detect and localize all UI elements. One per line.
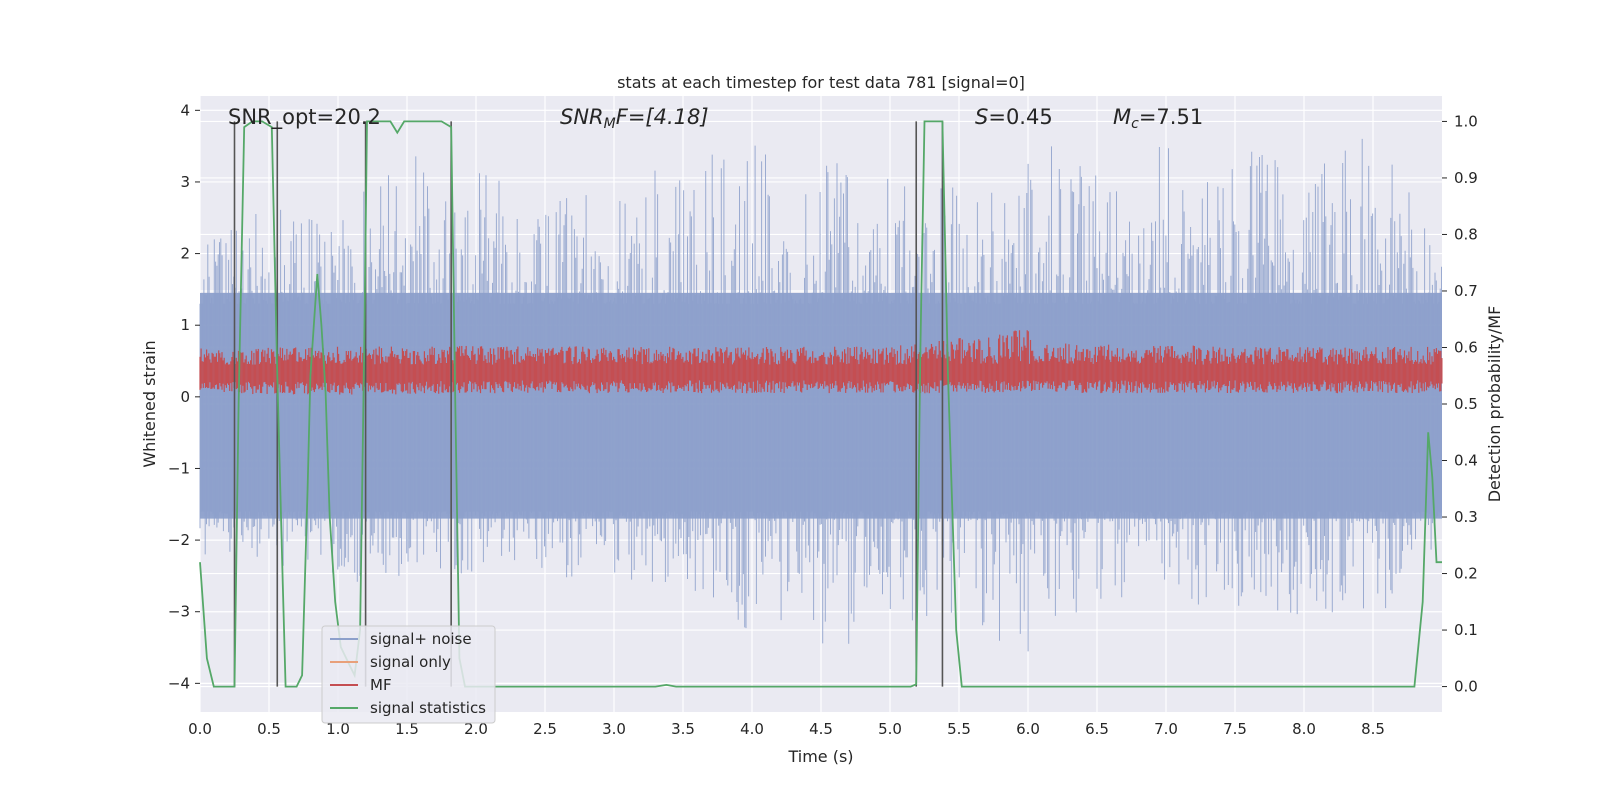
x-tick-label: 4.0 [740, 720, 764, 738]
y2-tick-label: 0.3 [1454, 508, 1478, 526]
x-tick-label: 2.0 [464, 720, 488, 738]
y-ticks: −4 −3 −2 −1 0 1 2 3 4 [168, 101, 200, 692]
x-ticks: 0.0 0.5 1.0 1.5 2.0 2.5 3.0 3.5 4.0 4.5 5.0 5.5 6.0 6… [188, 720, 1385, 738]
x-tick-label: 2.5 [533, 720, 557, 738]
y-axis-label: Whitened strain [140, 340, 159, 467]
y-tick-label: −1 [168, 459, 190, 477]
y2-tick-label: 0.0 [1454, 678, 1478, 696]
s-annotation: S=0.45 [975, 105, 1053, 129]
y2-tick-label: 0.8 [1454, 225, 1478, 243]
x-tick-label: 0.5 [257, 720, 281, 738]
y-tick-label: −2 [168, 531, 190, 549]
y2-axis-label: Detection probability/MF [1485, 306, 1504, 503]
y2-tick-label: 0.5 [1454, 395, 1478, 413]
mc-value: =7.51 [1139, 105, 1203, 129]
x-tick-label: 8.5 [1361, 720, 1385, 738]
y2-tick-label: 0.1 [1454, 621, 1478, 639]
y2-tick-label: 0.2 [1454, 565, 1478, 583]
y-tick-label: −3 [168, 603, 190, 621]
x-tick-label: 6.5 [1085, 720, 1109, 738]
y2-ticks: 0.0 0.1 0.2 0.3 0.4 0.5 0.6 0.7 0.8 0.9 1.0 [1442, 112, 1478, 696]
legend-box [321, 625, 496, 724]
y-tick-label: 0 [180, 388, 190, 406]
x-tick-label: 6.0 [1016, 720, 1040, 738]
legend-label-signal-statistics: signal statistics [370, 699, 486, 717]
x-tick-label: 4.5 [809, 720, 833, 738]
y2-tick-label: 0.4 [1454, 452, 1478, 470]
snr-mf-subscript: M [604, 116, 616, 132]
legend-label-mf: MF [370, 676, 392, 694]
x-tick-label: 0.0 [188, 720, 212, 738]
mc-annotation: Mc=7.51 [1113, 105, 1203, 132]
x-tick-label: 1.0 [326, 720, 350, 738]
chart-title: stats at each timestep for test data 781… [617, 73, 1025, 92]
x-tick-label: 7.5 [1223, 720, 1247, 738]
y-tick-label: 3 [180, 173, 190, 191]
y-tick-label: 1 [180, 316, 190, 334]
signal-statistics-line [199, 120, 1442, 688]
y2-tick-label: 0.6 [1454, 338, 1478, 356]
legend: signal+ noise signal only MF signal stat… [321, 625, 496, 724]
snr-mf-prefix: SNR [560, 105, 604, 129]
x-tick-label: 3.5 [671, 720, 695, 738]
legend-label-signal-only: signal only [370, 653, 451, 671]
x-tick-label: 8.0 [1292, 720, 1316, 738]
mc-label: M [1113, 105, 1131, 129]
snr-mf-annotation: SNRMF=[4.18] [560, 105, 709, 132]
y2-tick-label: 0.9 [1454, 169, 1478, 187]
x-tick-label: 5.0 [878, 720, 902, 738]
snr-mf-suffix: F=[4.18] [616, 105, 709, 129]
y-tick-label: −4 [168, 674, 190, 692]
x-tick-label: 7.0 [1154, 720, 1178, 738]
legend-label-signal-noise: signal+ noise [370, 630, 472, 648]
x-tick-label: 5.5 [947, 720, 971, 738]
y-tick-label: 2 [180, 245, 190, 263]
mc-subscript: c [1131, 116, 1139, 132]
x-tick-label: 1.5 [395, 720, 419, 738]
s-label: S [975, 105, 988, 129]
y-tick-label: 4 [180, 101, 190, 119]
snr-opt-annotation: SNR_opt=20.2 [228, 105, 381, 130]
y2-tick-label: 0.7 [1454, 282, 1478, 300]
y2-tick-label: 1.0 [1454, 112, 1478, 130]
s-value: =0.45 [988, 105, 1052, 129]
x-tick-label: 3.0 [602, 720, 626, 738]
x-axis-label: Time (s) [787, 747, 853, 766]
signal-statistics [199, 120, 1442, 688]
